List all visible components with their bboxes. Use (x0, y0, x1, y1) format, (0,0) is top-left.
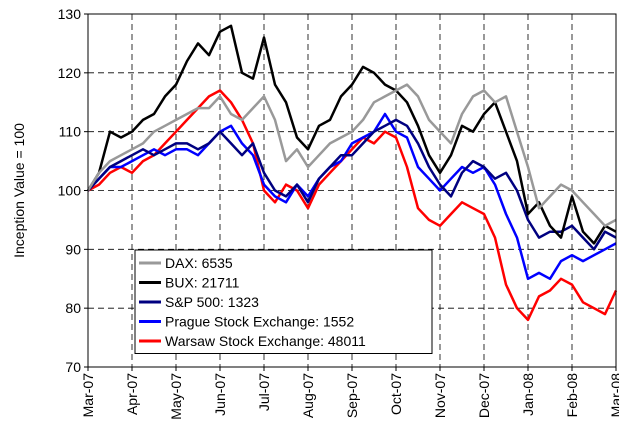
y-tick-label: 110 (59, 124, 82, 140)
x-tick-label: Dec-07 (476, 373, 492, 418)
x-tick-label: Oct-07 (388, 373, 404, 415)
legend-label: Prague Stock Exchange: 1552 (165, 314, 354, 330)
legend-label: DAX: 6535 (165, 255, 233, 271)
series-line (87, 89, 618, 322)
y-tick-label: 100 (58, 183, 82, 199)
x-tick-label: Jan-08 (520, 373, 536, 416)
x-tick-label: Nov-07 (432, 373, 448, 418)
x-tick-label: Apr-07 (124, 373, 140, 415)
legend-label: BUX: 21711 (165, 275, 240, 291)
y-tick-label: 120 (58, 65, 82, 81)
legend-label: S&P 500: 1323 (165, 294, 259, 310)
series-line (87, 118, 617, 251)
legend-box (134, 249, 433, 354)
y-tick-label: 70 (65, 359, 81, 375)
x-tick-label: May-07 (168, 373, 184, 420)
x-tick-label: Aug-07 (300, 373, 316, 418)
y-tick-label: 130 (58, 6, 82, 22)
series-line (87, 112, 617, 281)
y-tick-label: 90 (65, 241, 81, 257)
y-axis-label: Inception Value = 100 (11, 123, 27, 258)
x-tick-label: Sep-07 (344, 373, 360, 418)
x-tick-label: Feb-08 (564, 373, 580, 418)
x-tick-label: Jul-07 (256, 373, 272, 411)
y-tick-label: 80 (65, 300, 81, 316)
series-line (86, 83, 617, 228)
plot-border (87, 13, 617, 368)
series-line (86, 24, 617, 245)
x-tick-label: Mar-07 (80, 373, 96, 418)
x-tick-label: Jun-07 (212, 373, 228, 416)
x-tick-label: Mar-08 (608, 373, 619, 418)
legend-label: Warsaw Stock Exchange: 48011 (165, 333, 366, 349)
